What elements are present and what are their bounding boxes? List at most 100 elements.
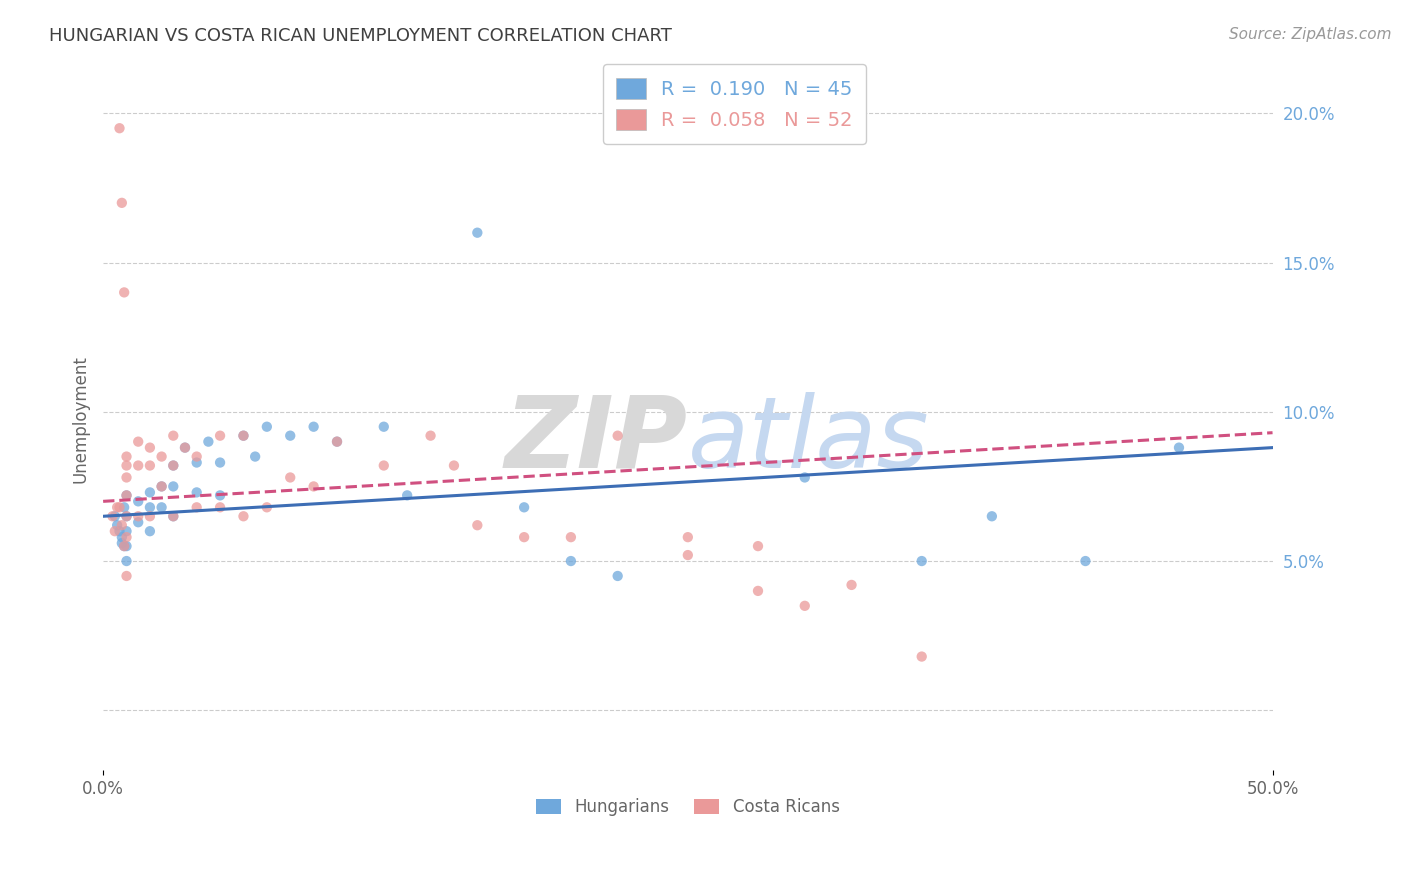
Point [209, 428, 232, 442]
Point [513, 530, 536, 544]
Point [139, 500, 162, 515]
Point [278, 428, 301, 442]
Point [115, 554, 138, 568]
Point [111, 536, 134, 550]
Point [162, 428, 184, 442]
Point [115, 509, 138, 524]
Point [232, 428, 254, 442]
Point [115, 509, 138, 524]
Point [115, 470, 138, 484]
Point [115, 488, 138, 502]
Point [162, 509, 184, 524]
Point [232, 509, 254, 524]
Point [115, 530, 138, 544]
Point [115, 569, 138, 583]
Point [115, 450, 138, 464]
Point [209, 500, 232, 515]
Point [150, 450, 173, 464]
Point [467, 226, 489, 240]
Point [115, 458, 138, 473]
Point [127, 494, 149, 508]
Point [127, 458, 149, 473]
Point [162, 458, 184, 473]
Point [186, 456, 208, 470]
Point [747, 539, 769, 553]
Point [980, 509, 1002, 524]
Point [115, 539, 138, 553]
Point [105, 500, 128, 515]
Point [104, 524, 127, 539]
Point [115, 488, 138, 502]
Point [841, 578, 863, 592]
Point [139, 441, 162, 455]
Point [373, 458, 395, 473]
Point [278, 470, 301, 484]
Point [150, 479, 173, 493]
Text: HUNGARIAN VS COSTA RICAN UNEMPLOYMENT CORRELATION CHART: HUNGARIAN VS COSTA RICAN UNEMPLOYMENT CO… [49, 27, 672, 45]
Point [111, 518, 134, 533]
Point [560, 554, 582, 568]
Point [112, 539, 135, 553]
Point [302, 419, 325, 434]
Point [419, 428, 441, 442]
Point [443, 458, 465, 473]
Point [108, 121, 131, 136]
Point [115, 524, 138, 539]
Point [302, 479, 325, 493]
Point [243, 450, 266, 464]
Point [162, 509, 184, 524]
Point [513, 500, 536, 515]
Point [326, 434, 349, 449]
Point [256, 419, 278, 434]
Point [127, 434, 149, 449]
Point [676, 548, 699, 562]
Point [326, 434, 349, 449]
Text: Source: ZipAtlas.com: Source: ZipAtlas.com [1229, 27, 1392, 42]
Point [197, 434, 219, 449]
Point [911, 554, 934, 568]
Text: atlas: atlas [688, 392, 929, 489]
Point [127, 515, 149, 529]
Point [911, 649, 934, 664]
Point [162, 458, 184, 473]
Point [108, 524, 131, 539]
Point [232, 428, 254, 442]
Point [560, 530, 582, 544]
Point [111, 195, 134, 210]
Point [112, 539, 135, 553]
Point [162, 479, 184, 493]
Point [676, 530, 699, 544]
Point [186, 485, 208, 500]
Point [108, 500, 131, 515]
Point [112, 500, 135, 515]
Y-axis label: Unemployment: Unemployment [72, 355, 89, 483]
Point [373, 419, 395, 434]
Point [111, 530, 134, 544]
Point [127, 509, 149, 524]
Point [793, 599, 815, 613]
Point [1074, 554, 1097, 568]
Point [150, 479, 173, 493]
Point [186, 450, 208, 464]
Point [139, 485, 162, 500]
Point [104, 509, 127, 524]
Point [209, 456, 232, 470]
Point [174, 441, 197, 455]
Point [139, 524, 162, 539]
Point [747, 583, 769, 598]
Point [112, 285, 135, 300]
Point [256, 500, 278, 515]
Point [186, 500, 208, 515]
Point [1168, 441, 1191, 455]
Point [793, 470, 815, 484]
Point [105, 518, 128, 533]
Point [606, 428, 628, 442]
Point [606, 569, 628, 583]
Text: ZIP: ZIP [505, 392, 688, 489]
Point [174, 441, 197, 455]
Point [150, 500, 173, 515]
Point [209, 488, 232, 502]
Point [467, 518, 489, 533]
Point [101, 509, 124, 524]
Legend: Hungarians, Costa Ricans: Hungarians, Costa Ricans [527, 790, 848, 825]
